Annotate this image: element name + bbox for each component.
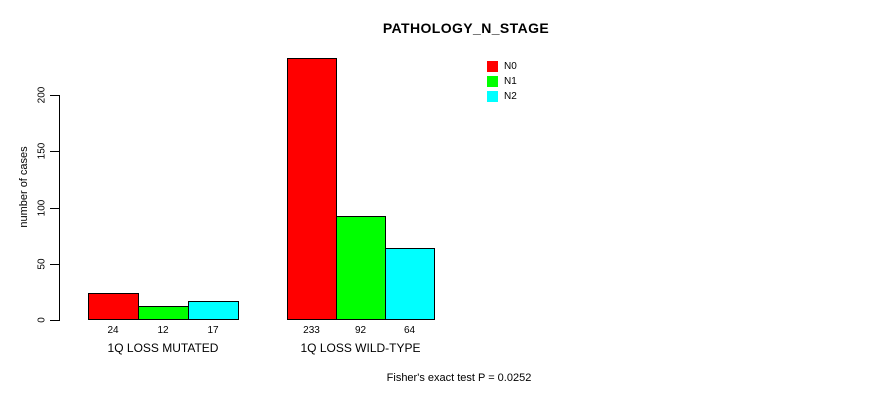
stat-annotation: Fisher's exact test P = 0.0252 (386, 372, 532, 384)
legend-item-n1: N1 (487, 76, 517, 87)
y-tick-label: 200 (36, 86, 48, 104)
bar-value-label: 64 (403, 325, 416, 336)
y-tick-label: 0 (36, 317, 48, 323)
legend-item-n0: N0 (487, 61, 517, 72)
chart-title: PATHOLOGY_N_STAGE (382, 20, 550, 36)
y-tick (50, 320, 59, 321)
bar-value-label: 24 (107, 325, 119, 336)
bar-n2-group2 (385, 248, 435, 320)
bar-n0-group2 (287, 58, 337, 320)
legend-label-n1: N1 (504, 76, 517, 87)
bar-n1-group1 (138, 306, 189, 320)
legend-swatch-n2 (487, 91, 498, 102)
bar-n2-group1 (188, 301, 239, 320)
y-tick-label: 150 (36, 142, 48, 160)
bar-value-label: 17 (207, 325, 219, 336)
legend-swatch-n1 (487, 76, 498, 87)
legend-swatch-n0 (487, 61, 498, 72)
y-tick (50, 263, 59, 265)
legend-item-n2: N2 (487, 91, 517, 102)
category-label: 1Q LOSS WILD-TYPE (300, 341, 421, 355)
legend-label-n0: N0 (504, 61, 517, 72)
bar-value-label: 92 (354, 325, 367, 336)
y-tick-label: 100 (36, 199, 48, 216)
legend-label-n2: N2 (504, 91, 517, 102)
bar-value-label: 12 (157, 325, 169, 336)
legend: N0 N1 N2 (487, 61, 517, 106)
bar-n1-group2 (336, 216, 386, 320)
y-tick (50, 151, 59, 153)
y-tick (50, 95, 59, 96)
y-axis-line (59, 95, 60, 321)
y-tick-label: 50 (36, 258, 48, 270)
bar-n0-group1 (88, 293, 139, 320)
y-tick (50, 207, 59, 209)
bar-value-label: 233 (303, 325, 320, 336)
category-label: 1Q LOSS MUTATED (107, 341, 219, 355)
